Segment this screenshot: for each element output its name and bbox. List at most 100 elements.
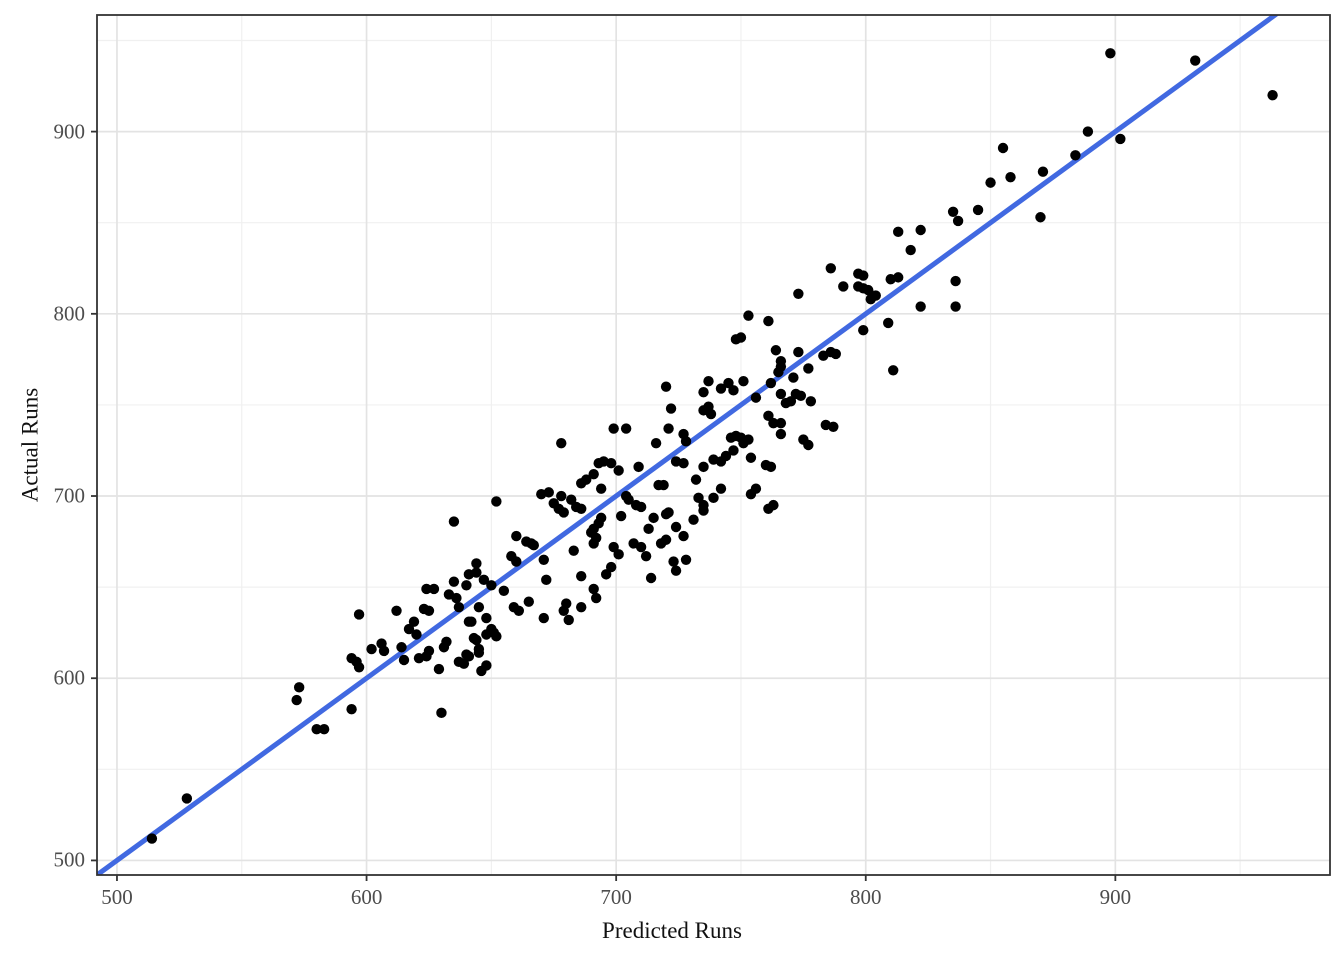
data-point xyxy=(1190,55,1201,66)
data-point xyxy=(511,530,522,542)
data-point xyxy=(311,724,322,735)
data-point xyxy=(750,392,762,403)
data-point xyxy=(1082,126,1094,137)
data-point xyxy=(543,487,554,498)
data-point xyxy=(788,372,799,383)
data-point xyxy=(181,793,193,804)
data-point xyxy=(605,561,617,573)
data-point xyxy=(538,612,549,624)
y-axis-title: Actual Runs xyxy=(17,387,43,503)
data-point xyxy=(461,580,472,591)
data-point xyxy=(448,576,460,587)
data-point xyxy=(765,377,777,389)
data-point xyxy=(473,601,485,613)
data-point xyxy=(728,385,739,396)
data-point xyxy=(650,437,662,449)
data-point xyxy=(768,417,779,429)
data-point xyxy=(698,461,709,473)
data-point xyxy=(581,474,592,485)
data-point xyxy=(613,465,624,476)
data-point xyxy=(576,570,587,582)
data-point xyxy=(905,244,916,256)
data-point xyxy=(436,707,447,719)
data-point xyxy=(491,496,502,507)
data-point xyxy=(947,206,959,217)
data-point xyxy=(1070,150,1081,161)
y-tick-label: 500 xyxy=(53,847,86,872)
data-point xyxy=(663,507,674,518)
data-point xyxy=(411,629,422,640)
data-point xyxy=(635,541,647,553)
data-point xyxy=(678,530,689,542)
data-point xyxy=(1115,133,1126,145)
data-point xyxy=(1037,166,1049,177)
data-point xyxy=(663,423,674,434)
data-point xyxy=(523,596,534,607)
data-point xyxy=(513,605,525,617)
data-point xyxy=(640,550,652,562)
data-point xyxy=(633,461,644,473)
data-point xyxy=(541,574,552,586)
data-point xyxy=(688,514,699,525)
data-point xyxy=(698,505,709,516)
data-point xyxy=(705,408,717,420)
data-point xyxy=(715,483,727,494)
data-point xyxy=(466,616,477,627)
data-point xyxy=(893,272,904,283)
data-point xyxy=(770,345,782,356)
y-tick-label: 900 xyxy=(53,119,86,144)
data-point xyxy=(421,583,432,595)
data-point xyxy=(346,703,357,715)
data-point xyxy=(745,452,757,463)
data-point xyxy=(803,363,814,374)
data-point xyxy=(396,642,407,653)
data-point xyxy=(291,694,302,706)
data-point xyxy=(463,651,475,662)
data-point xyxy=(1105,48,1116,59)
data-point xyxy=(793,346,804,358)
data-point xyxy=(703,376,714,387)
data-point xyxy=(1005,171,1016,183)
data-point xyxy=(538,554,549,565)
data-point xyxy=(715,383,727,394)
x-tick-label: 500 xyxy=(101,885,133,909)
data-point xyxy=(635,501,647,513)
data-point xyxy=(498,585,510,596)
data-point xyxy=(858,270,869,281)
data-point xyxy=(765,461,777,473)
data-point xyxy=(785,396,797,407)
data-point xyxy=(795,390,807,402)
data-point xyxy=(576,601,587,613)
data-point xyxy=(1035,212,1046,223)
data-point xyxy=(146,833,158,844)
data-point xyxy=(950,275,961,287)
data-point xyxy=(423,605,435,617)
data-point xyxy=(366,643,377,655)
data-point xyxy=(481,612,492,624)
data-point xyxy=(693,492,704,504)
data-point xyxy=(608,423,619,434)
data-point xyxy=(728,445,739,456)
data-point xyxy=(451,592,462,604)
data-point xyxy=(735,332,747,343)
data-point xyxy=(576,503,587,514)
data-point xyxy=(883,317,894,329)
data-point xyxy=(620,423,632,434)
data-point xyxy=(828,421,839,432)
data-point xyxy=(670,521,682,533)
data-point xyxy=(448,516,460,527)
data-point xyxy=(293,682,305,693)
data-point xyxy=(403,623,415,635)
data-point xyxy=(408,616,420,627)
data-point xyxy=(353,662,365,673)
data-point xyxy=(590,532,602,544)
data-point xyxy=(588,583,599,595)
data-point xyxy=(775,417,787,429)
data-point xyxy=(775,428,787,440)
data-point xyxy=(1267,89,1278,101)
data-point xyxy=(720,450,732,462)
data-point xyxy=(568,545,579,556)
data-point xyxy=(763,315,774,327)
data-point xyxy=(915,301,926,312)
